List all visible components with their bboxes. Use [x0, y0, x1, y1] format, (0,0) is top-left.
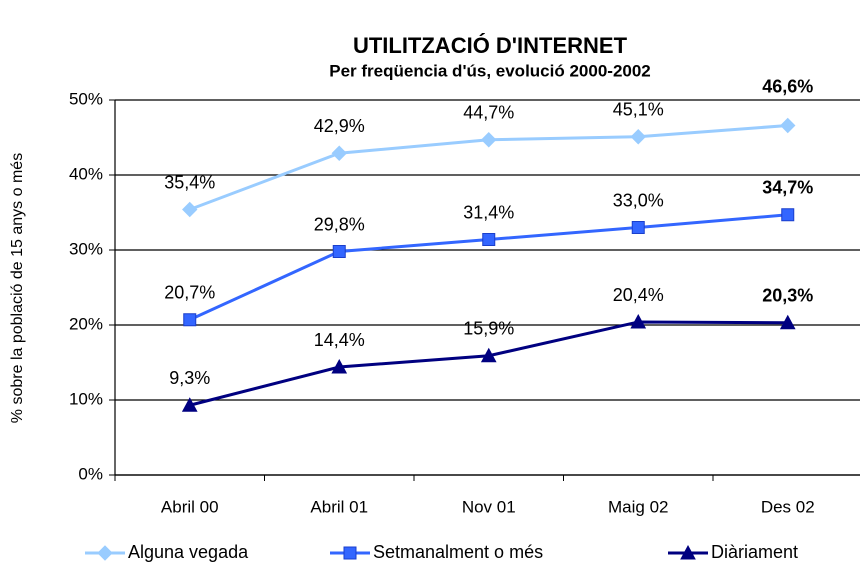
- data-label: 20,7%: [164, 283, 215, 303]
- data-label: 46,6%: [762, 76, 813, 96]
- point-marker: [630, 129, 646, 145]
- data-label: 45,1%: [613, 100, 664, 120]
- x-tick-label: Maig 02: [608, 497, 668, 516]
- data-label: 34,7%: [762, 178, 813, 198]
- series-line: [189, 213, 788, 322]
- legend-label: Alguna vegada: [128, 542, 249, 562]
- y-tick-label: 10%: [69, 389, 103, 408]
- legend-marker: [680, 544, 696, 560]
- point-marker: [630, 313, 647, 329]
- y-tick-label: 20%: [69, 314, 103, 333]
- x-tick-label: Abril 01: [310, 497, 368, 516]
- data-label: 44,7%: [463, 103, 514, 123]
- data-label: 29,8%: [314, 214, 365, 234]
- data-label: 20,3%: [762, 286, 813, 306]
- point-marker: [480, 347, 497, 363]
- legend-label: Setmanalment o més: [373, 542, 543, 562]
- data-label: 35,4%: [164, 172, 215, 192]
- data-label: 42,9%: [314, 116, 365, 136]
- chart-subtitle: Per freqüencia d'ús, evolució 2000-2002: [329, 61, 651, 80]
- data-label: 31,4%: [463, 202, 514, 222]
- point-marker: [779, 314, 796, 330]
- y-axis-label: % sobre la població de 15 anys o més: [9, 153, 26, 423]
- data-label: 15,9%: [463, 319, 514, 339]
- x-tick-label: Nov 01: [462, 497, 516, 516]
- point-marker: [331, 358, 348, 374]
- legend-marker: [97, 545, 113, 561]
- point-marker: [331, 145, 347, 161]
- point-marker: [631, 221, 645, 234]
- point-marker: [781, 208, 795, 222]
- y-tick-label: 30%: [69, 239, 103, 258]
- legend-marker: [343, 546, 357, 560]
- legend-label: Diàriament: [711, 542, 798, 562]
- point-marker: [780, 117, 796, 134]
- y-tick-label: 40%: [69, 164, 103, 183]
- point-marker: [181, 397, 198, 412]
- data-label: 33,0%: [613, 190, 664, 210]
- point-marker: [481, 132, 497, 148]
- y-tick-label: 0%: [78, 464, 103, 483]
- point-marker: [183, 313, 197, 327]
- data-label: 9,3%: [169, 368, 210, 388]
- point-marker: [332, 245, 346, 258]
- x-tick-label: Des 02: [761, 497, 815, 516]
- data-label: 14,4%: [314, 330, 365, 350]
- x-tick-label: Abril 00: [161, 497, 219, 516]
- chart-title: UTILITZACIÓ D'INTERNET: [353, 33, 628, 58]
- data-label: 20,4%: [613, 285, 664, 305]
- point-marker: [482, 233, 496, 246]
- y-tick-label: 50%: [69, 89, 103, 108]
- point-marker: [182, 201, 198, 218]
